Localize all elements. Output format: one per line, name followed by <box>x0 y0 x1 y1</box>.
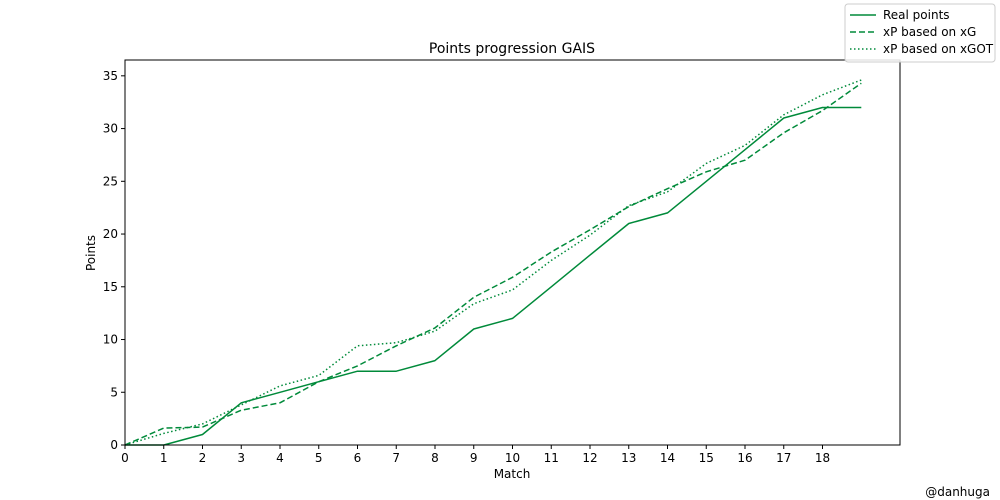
series-line-xp-xg <box>124 82 862 446</box>
legend-box <box>844 3 996 63</box>
x-tick-label: 1 <box>160 451 168 465</box>
series-line-xp-xgot <box>124 79 862 446</box>
y-tick-label: 15 <box>103 280 118 294</box>
legend-label-real-points: Real points <box>883 8 950 22</box>
watermark: @danhuga <box>925 485 990 499</box>
x-tick-label: 12 <box>582 451 597 465</box>
legend: Real points xP based on xG xP based on x… <box>844 3 996 63</box>
x-tick-label: 3 <box>237 451 245 465</box>
y-tick-label: 30 <box>103 122 118 136</box>
plot-lines <box>124 79 862 446</box>
legend-label-xgot: xP based on xGOT <box>883 42 994 56</box>
y-tick-label: 25 <box>103 174 118 188</box>
y-tick-label: 20 <box>103 227 118 241</box>
x-tick-label: 13 <box>621 451 636 465</box>
x-tick-label: 14 <box>660 451 675 465</box>
chart-title: Points progression GAIS <box>429 41 595 57</box>
x-tick-label: 18 <box>815 451 830 465</box>
x-tick-label: 4 <box>276 451 284 465</box>
x-tick-label: 7 <box>392 451 400 465</box>
y-tick-label: 10 <box>103 333 118 347</box>
series-line-real-points <box>125 106 862 446</box>
x-tick-label: 2 <box>199 451 207 465</box>
x-axis-ticks: 0 1 2 3 4 5 6 7 8 9 10 11 12 13 14 15 16 17 18 <box>121 445 830 465</box>
x-axis-label: Match <box>494 467 531 481</box>
legend-label-xg: xP based on xG <box>883 25 976 39</box>
x-tick-label: 17 <box>776 451 791 465</box>
y-tick-label: 0 <box>110 438 118 452</box>
x-tick-label: 6 <box>354 451 362 465</box>
y-axis-ticks: 0 5 10 15 20 25 30 35 <box>103 69 125 452</box>
x-tick-label: 5 <box>315 451 323 465</box>
x-tick-label: 10 <box>505 451 520 465</box>
x-tick-label: 9 <box>470 451 478 465</box>
y-axis-label: Points <box>84 235 98 271</box>
y-tick-label: 35 <box>103 69 118 83</box>
x-tick-label: 16 <box>737 451 752 465</box>
x-tick-label: 8 <box>431 451 439 465</box>
x-tick-label: 11 <box>544 451 559 465</box>
x-tick-label: 0 <box>121 451 129 465</box>
y-tick-label: 5 <box>110 385 118 399</box>
x-tick-label: 15 <box>699 451 714 465</box>
